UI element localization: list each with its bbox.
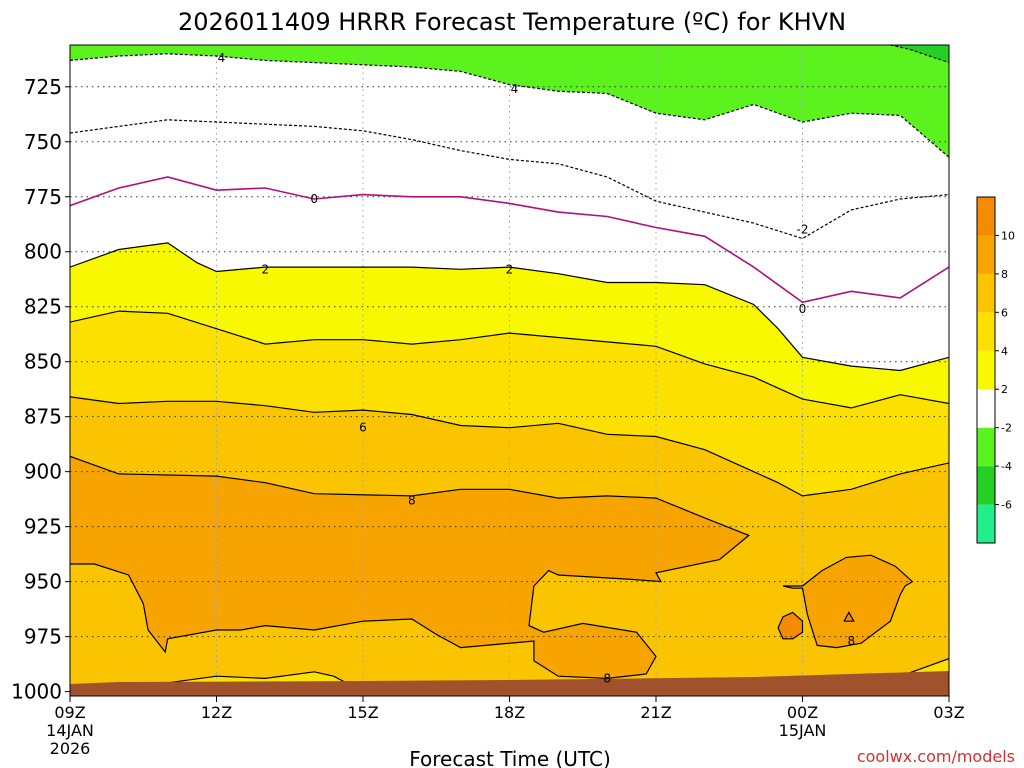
credit-link[interactable]: coolwx.com/models (857, 747, 1015, 766)
band-minus2-to-2 (70, 119, 949, 371)
isotherm-line (70, 119, 949, 240)
y-tick-label: 750 (24, 130, 62, 154)
band-minus2-to-0 (70, 53, 949, 239)
colorbar-label: 2 (1001, 383, 1008, 396)
contour-labels: 4 4 0 -2 2 2 0 6 8 8 8 (218, 51, 856, 685)
contour-label: 0 (310, 192, 318, 206)
colorbar-segment (977, 350, 995, 390)
y-tick-label: 975 (24, 625, 62, 649)
x-tick-label: 15Z (347, 703, 378, 722)
x-tick-label: 03Z (933, 703, 964, 722)
x-tick-year: 2026 (50, 739, 91, 758)
y-tick-label: 950 (24, 570, 62, 594)
band-8-to-10 (783, 555, 913, 648)
y-tick-label: 775 (24, 185, 62, 209)
plot-area (70, 45, 949, 696)
contour-label: 8 (603, 671, 611, 685)
contour-label: 8 (848, 634, 856, 648)
x-tick-date: 15JAN (779, 721, 827, 740)
y-tick-label: 825 (24, 295, 62, 319)
isotherm-line (70, 455, 750, 680)
isotherm-line (70, 53, 949, 158)
colorbar-label: 4 (1001, 345, 1008, 358)
band-8-to-10 (70, 456, 749, 679)
colorbar-label: -2 (1001, 422, 1012, 435)
contour-label: 4 (218, 51, 226, 65)
x-tick-label: 00Z (787, 703, 818, 722)
colorbar-segment (977, 466, 995, 505)
colorbar-segment (977, 389, 995, 428)
x-tick-label: 18Z (494, 703, 525, 722)
colorbar-label: 10 (1001, 229, 1015, 242)
y-tick-label: 875 (24, 405, 62, 429)
isotherm-line (70, 310, 949, 409)
contour-label: 6 (359, 421, 367, 435)
chart-title: 2026011409 HRRR Forecast Temperature (ºC… (178, 8, 846, 36)
colorbar: -6 -4 -2 2 4 6 8 10 (976, 196, 1015, 544)
isotherm-line (70, 176, 949, 304)
y-tick-label: 900 (24, 460, 62, 484)
contour-label: 2 (262, 262, 270, 276)
isotherm-line (70, 396, 949, 497)
contour-label: -2 (797, 223, 809, 237)
band-2-to-4 (70, 242, 949, 408)
x-tick-label: 09Z (54, 703, 85, 722)
colorbar-label: 8 (1001, 268, 1008, 281)
y-tick-label: 1000 (11, 680, 62, 704)
colorbar-label: -4 (1001, 460, 1012, 473)
colorbar-label: -6 (1001, 499, 1012, 512)
y-tick-label: 800 (24, 240, 62, 264)
band-10-to-12 (778, 612, 803, 639)
colorbar-segment (977, 427, 995, 467)
isotherm-line (890, 45, 949, 64)
band-minus4-to-minus2 (70, 45, 949, 158)
colorbar-segment (977, 504, 995, 543)
contour-label: 8 (408, 493, 416, 507)
contour-label: 0 (799, 302, 807, 316)
x-axis-label: Forecast Time (UTC) (409, 747, 611, 768)
colorbar-segment (977, 312, 995, 351)
y-tick-label: 925 (24, 515, 62, 539)
colorbar-frame (976, 196, 996, 544)
x-tick-label: 12Z (201, 703, 232, 722)
colorbar-segment (977, 273, 995, 313)
isotherm-line (777, 611, 804, 640)
grid-lines (70, 45, 949, 696)
y-tick-label: 850 (24, 350, 62, 374)
ground-layer (70, 671, 949, 696)
y-axis: 725 750 775 800 825 850 875 900 925 950 975 1000 (11, 75, 70, 704)
band-minus6-to-minus4 (890, 45, 949, 63)
contour-label: 4 (511, 82, 519, 96)
colorbar-label: 6 (1001, 306, 1008, 319)
x-tick-date: 14JAN (46, 721, 94, 740)
colorbar-segment (977, 235, 995, 274)
isotherm-line (782, 554, 914, 649)
colorbar-segment (977, 197, 995, 236)
isotherm-line (843, 611, 855, 622)
contour-label: 2 (506, 262, 514, 276)
y-tick-label: 725 (24, 75, 62, 99)
band-10-to-12 (844, 612, 854, 622)
isotherm-line (70, 242, 949, 372)
x-tick-label: 21Z (640, 703, 671, 722)
